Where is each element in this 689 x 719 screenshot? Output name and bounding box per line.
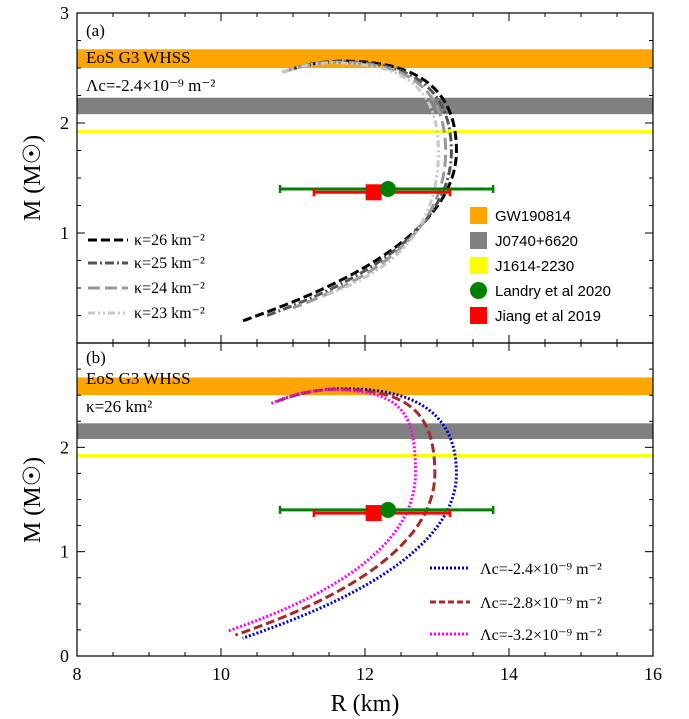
panel-label-a: (a) bbox=[86, 21, 105, 40]
legend-label-kappa23: κ=23 km⁻² bbox=[134, 305, 205, 322]
legend-marker-landry bbox=[470, 282, 487, 299]
legend-label-kappa26: κ=26 km⁻² bbox=[134, 232, 205, 249]
legend-label-kappa24: κ=24 km⁻² bbox=[134, 280, 205, 297]
y-axis-title-a: M (M☉) bbox=[20, 135, 46, 221]
curve-a-3 bbox=[281, 61, 440, 299]
lambda-annotation-a: Λc=-2.4×10⁻⁹ m⁻² bbox=[86, 76, 215, 95]
panel-b: (b) EoS G3 WHSS κ=26 km² Λc=-2.4×10⁻⁹ m⁻… bbox=[60, 342, 662, 684]
marker-b-0 bbox=[380, 501, 397, 518]
y-tick-label-a: 3 bbox=[60, 3, 69, 23]
legend-label-j1614: J1614-2230 bbox=[495, 258, 574, 275]
band-b-1 bbox=[77, 423, 653, 439]
legend-label-jiang: Jiang et al 2019 bbox=[495, 308, 601, 325]
legend-label-kappa25: κ=25 km⁻² bbox=[134, 255, 205, 272]
bands-b bbox=[77, 377, 653, 458]
legend-left-a: κ=26 km⁻² κ=25 km⁻² κ=24 km⁻² κ=23 km⁻² bbox=[88, 232, 205, 322]
curves-a bbox=[242, 59, 458, 323]
legend-label-j0740: J0740+6620 bbox=[495, 233, 578, 250]
band-a-1 bbox=[77, 97, 653, 115]
band-a-0 bbox=[77, 49, 653, 68]
frame-b bbox=[76, 342, 654, 657]
band-a-2 bbox=[77, 130, 653, 134]
x-tick-label: 14 bbox=[500, 664, 518, 684]
legend-label-lambda28: Λc=-2.8×10⁻⁹ m⁻² bbox=[480, 595, 602, 612]
y-tick-label-b: 1 bbox=[60, 542, 69, 562]
marker-b-1 bbox=[365, 505, 382, 522]
curve-b-2 bbox=[227, 388, 417, 633]
x-tick-label: 12 bbox=[356, 664, 374, 684]
legend-swatch-j0740 bbox=[470, 232, 487, 249]
x-tick-label: 8 bbox=[73, 664, 82, 684]
band-b-0 bbox=[77, 377, 653, 396]
curve-a-2 bbox=[281, 60, 448, 310]
band-b-2 bbox=[77, 454, 653, 458]
marker-a-0 bbox=[380, 181, 397, 197]
x-axis-title: R (km) bbox=[331, 691, 400, 717]
curve-b-0 bbox=[242, 387, 458, 640]
marker-a-1 bbox=[365, 184, 382, 201]
legend-label-landry: Landry et al 2020 bbox=[495, 283, 611, 300]
eos-annotation-a: EoS G3 WHSS bbox=[86, 48, 191, 67]
kappa-annotation-b: κ=26 km² bbox=[86, 397, 152, 416]
markers-a bbox=[278, 181, 495, 201]
curve-b-1 bbox=[234, 387, 437, 637]
y-axis-title-b: M (M☉) bbox=[20, 457, 46, 543]
legend-label-lambda32: Λc=-3.2×10⁻⁹ m⁻² bbox=[480, 627, 602, 644]
panel-a: (a) EoS G3 WHSS Λc=-2.4×10⁻⁹ m⁻² κ=26 km… bbox=[60, 3, 654, 344]
legend-swatch-j1614 bbox=[470, 257, 487, 274]
legend-marker-jiang bbox=[470, 307, 487, 324]
eos-annotation-b: EoS G3 WHSS bbox=[86, 369, 191, 388]
bands-a bbox=[77, 49, 653, 134]
legend-label-lambda24: Λc=-2.4×10⁻⁹ m⁻² bbox=[480, 561, 602, 578]
x-tick-label: 10 bbox=[212, 664, 230, 684]
y-tick-label-b: 2 bbox=[60, 437, 69, 457]
y-tick-label-a: 2 bbox=[60, 113, 69, 133]
curves-b bbox=[227, 387, 458, 640]
y-tick-label-a: 1 bbox=[60, 223, 69, 243]
legend-right-a: GW190814 J0740+6620 J1614-2230 Landry et… bbox=[470, 207, 611, 325]
legend-swatch-gw190814 bbox=[470, 207, 487, 224]
y-tick-label-b: 0 bbox=[60, 646, 69, 666]
markers-b bbox=[278, 501, 495, 522]
x-tick-label: 16 bbox=[644, 664, 662, 684]
legend-b: Λc=-2.4×10⁻⁹ m⁻² Λc=-2.8×10⁻⁹ m⁻² Λc=-3.… bbox=[430, 561, 602, 644]
panel-label-b: (b) bbox=[86, 348, 106, 367]
legend-label-gw190814: GW190814 bbox=[495, 208, 571, 225]
